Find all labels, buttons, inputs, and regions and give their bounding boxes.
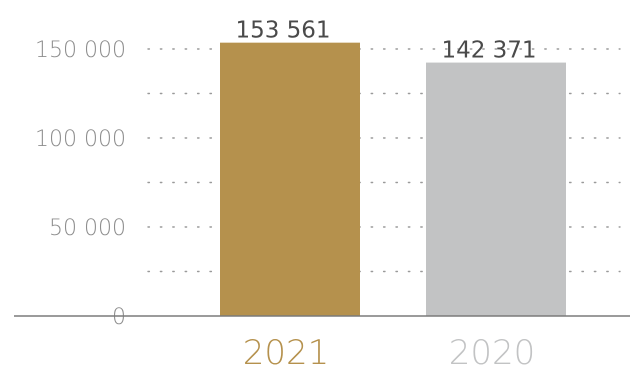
y-tick-label: 150 000 — [35, 38, 126, 63]
category-label-2021: 2021 — [243, 333, 330, 368]
bar-2021 — [220, 42, 360, 317]
y-tick-label: 50 000 — [49, 216, 126, 241]
y-tick-label: 0 — [112, 305, 126, 330]
bar-2020 — [426, 62, 566, 316]
category-label-2020: 2020 — [449, 333, 536, 368]
y-tick-label: 100 000 — [35, 127, 126, 152]
value-label-2021: 153 561 — [235, 18, 330, 44]
value-label-2020: 142 371 — [441, 38, 536, 64]
